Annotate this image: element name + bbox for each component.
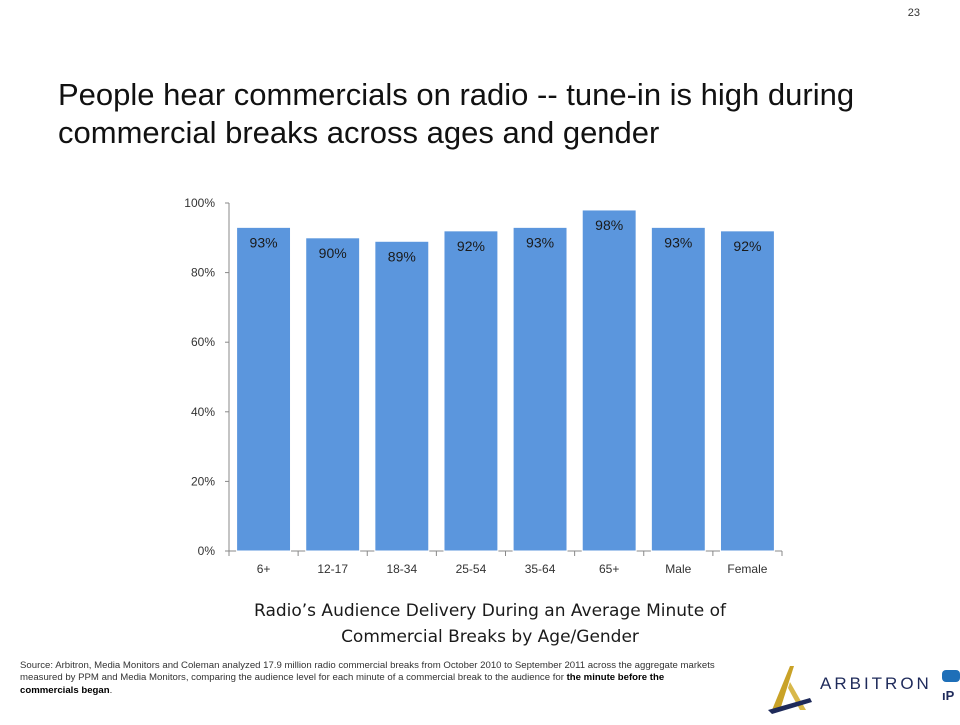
source-bold-text: the minute before the commercials began (20, 672, 665, 696)
y-tick-label: 40% (191, 405, 215, 419)
x-category-label: 25-54 (456, 562, 487, 576)
x-category-label: 35-64 (525, 562, 556, 576)
bar-chart: 0% 20% 40% 60% 80% 100% 93% 6+ 90% 12-17 89% 18-34 9… (184, 196, 783, 576)
data-label: 93% (664, 234, 692, 250)
caption-line-1: Radio’s Audience Delivery During an Aver… (254, 601, 726, 621)
data-label: 93% (250, 234, 278, 250)
y-tick-label: 100% (184, 196, 215, 210)
bar-12-17 (305, 237, 361, 552)
source-end: . (109, 684, 113, 696)
partner-logo-text: ıP (942, 688, 955, 703)
data-label: 92% (733, 238, 761, 254)
slide-title: People hear commercials on radio -- tune… (58, 77, 855, 150)
y-tick-label: 20% (191, 474, 215, 488)
source-note: Source: Arbitron, Media Monitors and Col… (20, 660, 720, 697)
caption-line-2: Commercial Breaks by Age/Gender (341, 627, 639, 647)
bar-18-34 (374, 240, 430, 552)
bar-Male (650, 226, 706, 552)
arbitron-logo-mark-icon (768, 666, 812, 714)
x-category-label: 6+ (257, 562, 271, 576)
x-category-label: 12-17 (317, 562, 348, 576)
y-tick-label: 60% (191, 335, 215, 349)
bar-65+ (581, 209, 637, 552)
chart-caption: Radio’s Audience Delivery During an Aver… (180, 598, 800, 650)
y-tick-label: 0% (198, 544, 216, 558)
x-category-label: 65+ (599, 562, 619, 576)
y-tick-label: 80% (191, 266, 215, 280)
source-text: Source: Arbitron, Media Monitors and Col… (20, 660, 715, 684)
x-category-label: Female (727, 562, 767, 576)
data-label: 98% (595, 217, 623, 233)
arbitron-logo: ARBITRON ıP (760, 660, 960, 720)
data-label: 90% (319, 245, 347, 261)
bar-Female (719, 230, 775, 552)
arbitron-logo-text: ARBITRON (820, 674, 932, 693)
bar-6+ (236, 226, 292, 552)
data-label: 92% (457, 238, 485, 254)
partner-logo-fragment-icon: ıP (942, 670, 960, 703)
data-label: 93% (526, 234, 554, 250)
data-label: 89% (388, 248, 416, 264)
bar-35-64 (512, 226, 568, 552)
page-number: 23 (907, 7, 920, 19)
bar-25-54 (443, 230, 499, 552)
x-category-label: Male (665, 562, 691, 576)
x-category-label: 18-34 (386, 562, 417, 576)
